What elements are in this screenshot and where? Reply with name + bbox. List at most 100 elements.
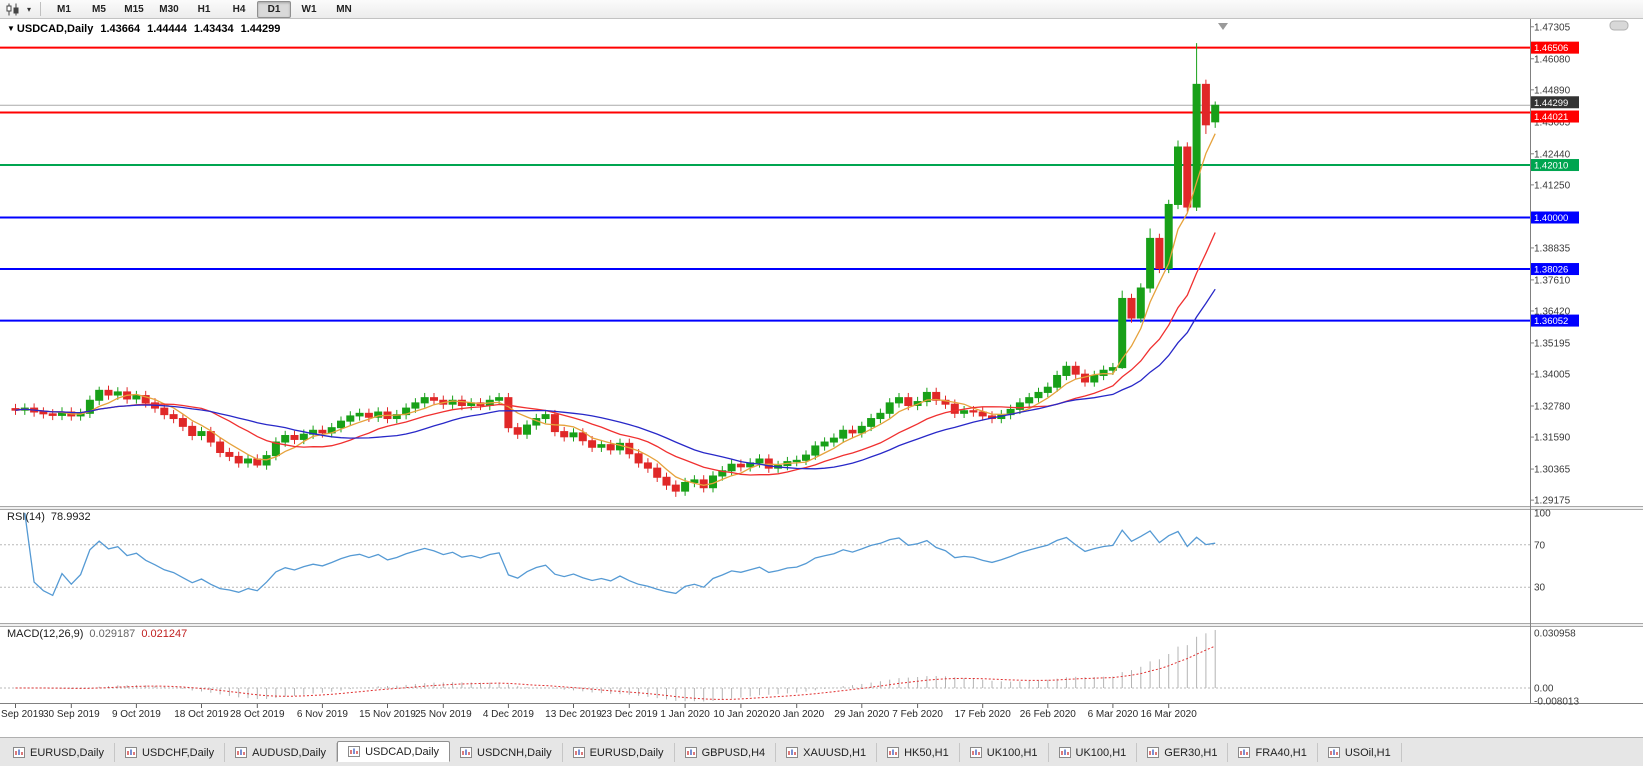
tab-fra40-h1[interactable]: FRA40,H1 xyxy=(1228,743,1318,762)
price-level-badge-label: 1.44021 xyxy=(1534,112,1568,123)
tab-xauusd-h1[interactable]: XAUUSD,H1 xyxy=(776,743,878,762)
timeframe-buttons: M1 M5 M15 M30 H1 H4 D1 W1 MN xyxy=(47,0,361,18)
timeframe-button-w1[interactable]: W1 xyxy=(301,3,317,15)
price-level-badge[interactable] xyxy=(1531,263,1579,276)
price-level-badge[interactable] xyxy=(1531,211,1579,224)
y-axis-label: 1.42440 xyxy=(1534,149,1571,160)
macd-signal-line xyxy=(15,645,1216,700)
candle-body xyxy=(820,441,829,447)
candle-body xyxy=(281,435,290,443)
candle-body xyxy=(690,479,699,484)
chart-canvas[interactable]: 1.47305 1.46080 1.44890 1.43665 1.42440 1.412… xyxy=(0,19,1643,737)
candle-body xyxy=(244,458,252,464)
timeframe-button-m15[interactable]: M15 xyxy=(124,3,144,15)
tab-usdcnh-daily[interactable]: USDCNH,Daily xyxy=(450,743,563,762)
price-level-badge[interactable] xyxy=(1531,159,1579,172)
bid-price-badge[interactable] xyxy=(1531,96,1579,109)
x-axis-label: 16 Mar 2020 xyxy=(1141,709,1198,720)
tab-eurusd-daily[interactable]: EURUSD,Daily xyxy=(3,743,115,762)
candle-body xyxy=(523,424,531,435)
price-level-badge[interactable] xyxy=(1531,110,1579,123)
price-level-badge-label: 1.42010 xyxy=(1534,161,1568,172)
timeframe-button-d1[interactable]: D1 xyxy=(257,0,291,18)
chart-window: 1.47305 1.46080 1.44890 1.43665 1.42440 1.412… xyxy=(0,19,1643,737)
tab-usdcad-daily[interactable]: USDCAD,Daily xyxy=(337,741,451,762)
tab-hk50-h1[interactable]: HK50,H1 xyxy=(877,743,960,762)
x-axis-label: 6 Mar 2020 xyxy=(1088,709,1139,720)
candle-body xyxy=(271,441,280,457)
candle-body xyxy=(876,412,885,420)
candle-body xyxy=(1118,297,1127,369)
pane-separator[interactable] xyxy=(0,506,1643,509)
tab-label: UK100,H1 xyxy=(986,746,1038,759)
candle-body xyxy=(1183,146,1192,208)
tab-usoil-h1[interactable]: USOil,H1 xyxy=(1318,743,1402,762)
tab-gbpusd-h4[interactable]: GBPUSD,H4 xyxy=(675,743,777,762)
candle-body xyxy=(374,411,383,418)
tab-label: USDCAD,Daily xyxy=(365,745,440,758)
macd-axis-label: 0.00 xyxy=(1534,684,1554,695)
y-axis-label: 1.30365 xyxy=(1534,465,1571,476)
ohlc-high: 1.44444 xyxy=(147,23,187,35)
candle-body xyxy=(802,454,810,461)
pane-separator[interactable] xyxy=(0,623,1643,626)
candle-body xyxy=(699,479,708,489)
scrollbar-thumb[interactable] xyxy=(1609,20,1629,31)
price-level-badge[interactable] xyxy=(1531,314,1579,327)
tab-usdchf-daily[interactable]: USDCHF,Daily xyxy=(115,743,226,762)
tab-label: USOil,H1 xyxy=(1344,746,1391,759)
timeframe-button-h4[interactable]: H4 xyxy=(232,3,246,15)
candle-body xyxy=(1136,287,1145,319)
ohlc-close: 1.44299 xyxy=(240,23,281,35)
rsi-axis-label: 30 xyxy=(1534,583,1546,594)
macd-signal-value: 0.021247 xyxy=(141,628,188,640)
toolbar-separator xyxy=(40,2,41,16)
price-level-badge-label: 1.38026 xyxy=(1534,265,1568,276)
candle-body xyxy=(960,410,969,414)
mini-chart-icon xyxy=(786,747,799,758)
mini-chart-icon xyxy=(1147,747,1160,758)
tab-label: GER30,H1 xyxy=(1164,746,1218,759)
timeframe-button-m1[interactable]: M1 xyxy=(57,3,71,15)
candlestick-chart-icon[interactable] xyxy=(4,1,22,17)
x-axis-label: 6 Nov 2019 xyxy=(297,709,349,720)
candle-body xyxy=(950,403,959,414)
tab-eurusd-daily[interactable]: EURUSD,Daily xyxy=(563,743,675,762)
chart-shift-marker[interactable] xyxy=(1218,23,1228,30)
tab-label: EURUSD,Daily xyxy=(589,746,664,759)
tab-uk100-h1[interactable]: UK100,H1 xyxy=(960,743,1049,762)
rsi-axis-label: 70 xyxy=(1534,540,1546,551)
tab-label: AUDUSD,Daily xyxy=(252,746,327,759)
candle-body xyxy=(169,414,178,420)
chart-title: ▼ USDCAD,Daily 1.43664 1.44444 1.43434 1.4429… xyxy=(7,23,280,35)
tab-label: EURUSD,Daily xyxy=(30,746,104,759)
tab-audusd-daily[interactable]: AUDUSD,Daily xyxy=(225,743,338,762)
candle-body xyxy=(1034,391,1043,399)
timeframe-button-h1[interactable]: H1 xyxy=(197,3,211,15)
timeframe-button-m5[interactable]: M5 xyxy=(92,3,106,15)
x-axis-label: 18 Oct 2019 xyxy=(174,709,229,720)
mini-chart-icon xyxy=(887,747,900,758)
candle-body xyxy=(178,418,187,427)
price-level-badge[interactable] xyxy=(1531,41,1579,54)
chart-type-dropdown-icon[interactable]: ▾ xyxy=(26,4,31,14)
y-axis-label: 1.34005 xyxy=(1534,370,1571,381)
macd-indicator-label: MACD(12,26,9) 0.029187 0.021247 xyxy=(7,628,187,640)
candle-body xyxy=(1146,237,1155,289)
mini-chart-icon xyxy=(572,747,585,758)
candle-body xyxy=(550,414,559,433)
candle-body xyxy=(504,397,513,429)
collapse-icon[interactable]: ▼ xyxy=(7,24,15,33)
candle-body xyxy=(141,395,150,404)
candle-body xyxy=(85,399,94,414)
tab-uk100-h1[interactable]: UK100,H1 xyxy=(1049,743,1138,762)
mini-chart-icon xyxy=(124,747,137,758)
price-level-badge-label: 1.36052 xyxy=(1534,316,1568,327)
timeframe-button-m30[interactable]: M30 xyxy=(159,3,179,15)
tab-ger30-h1[interactable]: GER30,H1 xyxy=(1137,743,1229,762)
timeframe-button-mn[interactable]: MN xyxy=(336,3,352,15)
candle-body xyxy=(457,399,466,406)
chart-symbol-period: USDCAD,Daily xyxy=(16,23,94,35)
tab-label: FRA40,H1 xyxy=(1255,746,1307,759)
y-axis-label: 1.35195 xyxy=(1534,338,1571,349)
